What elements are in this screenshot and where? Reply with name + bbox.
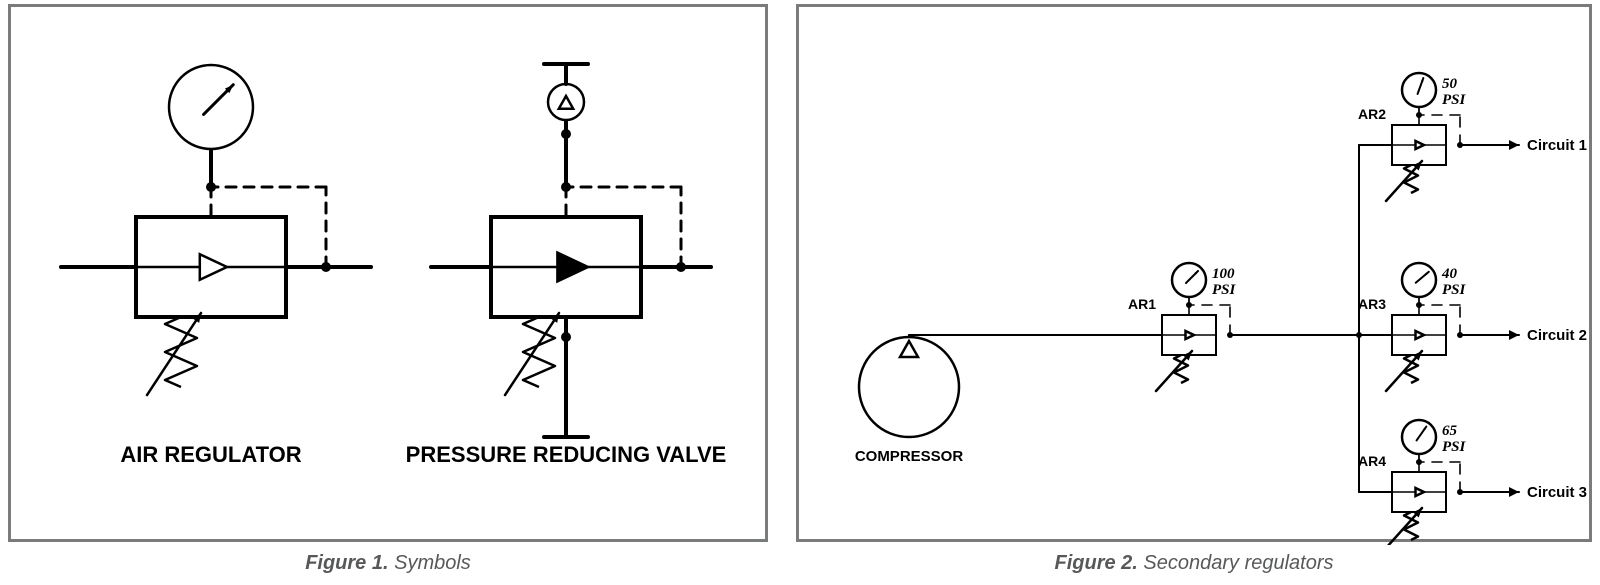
svg-text:PRESSURE REDUCING VALVE: PRESSURE REDUCING VALVE <box>406 442 727 467</box>
figure-2-caption-num: Figure 2. <box>1054 552 1137 574</box>
svg-text:PSI: PSI <box>1442 439 1467 455</box>
figure-2-diagram: COMPRESSOR100PSIAR150PSIAR2Circuit 140PS… <box>799 7 1595 545</box>
svg-text:40: 40 <box>1441 266 1458 282</box>
figure-2-panel: COMPRESSOR100PSIAR150PSIAR2Circuit 140PS… <box>796 4 1592 542</box>
svg-text:Circuit 2: Circuit 2 <box>1527 327 1587 344</box>
svg-text:50: 50 <box>1442 76 1458 92</box>
svg-text:PSI: PSI <box>1442 92 1467 108</box>
page-root: AIR REGULATOR PRESSURE REDUCING VALVE Fig… <box>0 0 1600 585</box>
svg-text:PSI: PSI <box>1212 282 1237 298</box>
figure-1-caption: Figure 1. Symbols <box>8 552 768 575</box>
figure-1-diagram: AIR REGULATOR PRESSURE REDUCING VALVE <box>11 7 771 545</box>
figure-1-panel: AIR REGULATOR PRESSURE REDUCING VALVE <box>8 4 768 542</box>
svg-text:AR3: AR3 <box>1358 296 1386 312</box>
svg-text:AR2: AR2 <box>1358 106 1386 122</box>
figure-1-caption-num: Figure 1. <box>305 552 388 574</box>
svg-text:PSI: PSI <box>1442 282 1467 298</box>
svg-text:Circuit 1: Circuit 1 <box>1527 137 1587 154</box>
svg-text:COMPRESSOR: COMPRESSOR <box>855 448 964 465</box>
figure-1-caption-text: Symbols <box>394 552 471 574</box>
svg-text:Circuit 3: Circuit 3 <box>1527 484 1587 501</box>
svg-text:100: 100 <box>1212 266 1235 282</box>
figure-2-caption-text: Secondary regulators <box>1143 552 1333 574</box>
svg-text:AR1: AR1 <box>1128 296 1156 312</box>
svg-text:AR4: AR4 <box>1358 453 1386 469</box>
svg-text:65: 65 <box>1442 423 1458 439</box>
svg-text:AIR REGULATOR: AIR REGULATOR <box>120 442 301 467</box>
figure-2-caption: Figure 2. Secondary regulators <box>796 552 1592 575</box>
